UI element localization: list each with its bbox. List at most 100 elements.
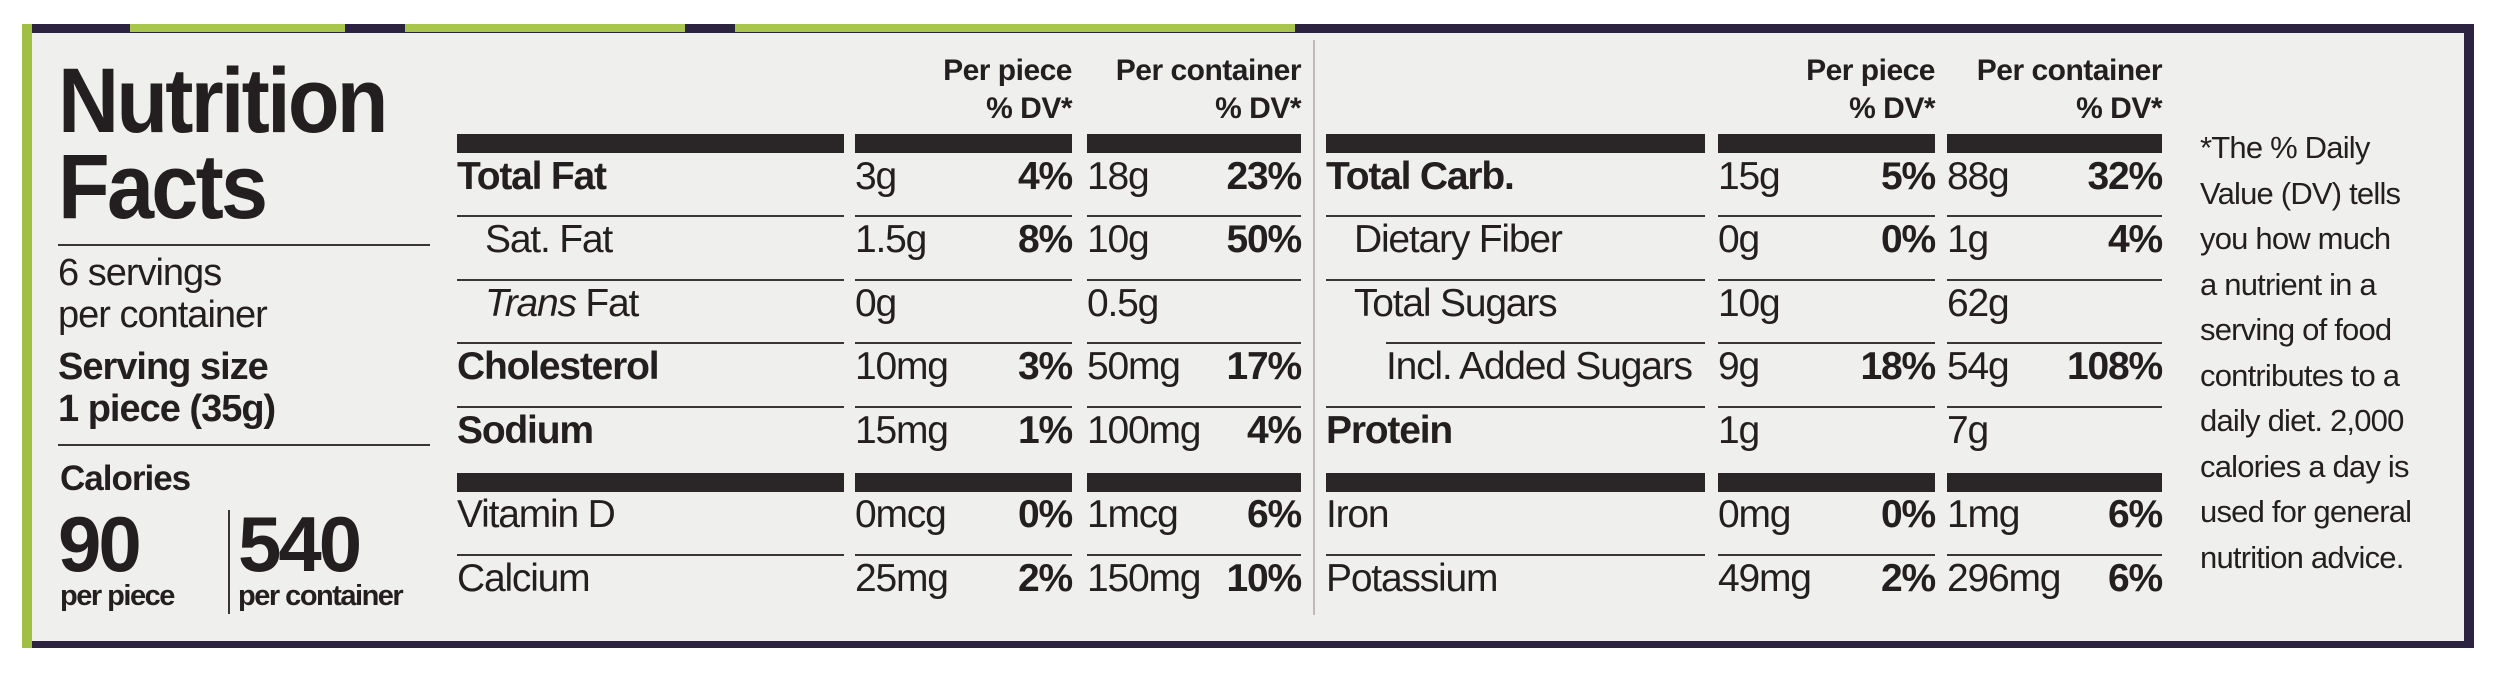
nutrient-name-rest: Fat	[575, 282, 639, 325]
package-green-edge	[22, 24, 32, 648]
divider	[58, 244, 430, 246]
footnote-line: contributes to a	[2200, 357, 2400, 393]
divider	[228, 510, 230, 614]
nutrient-name: Sat. Fat	[485, 218, 613, 261]
row-divider	[855, 342, 1072, 344]
row-divider	[1947, 342, 2162, 344]
row-divider	[1947, 279, 2162, 281]
per-piece-dv: 3%	[1018, 345, 1073, 388]
package-green-edge	[735, 24, 1295, 32]
row-divider	[855, 554, 1072, 556]
per-container-amount: 100mg	[1087, 409, 1201, 452]
per-piece-dv: 2%	[1881, 557, 1936, 600]
per-container-dv: 17%	[1226, 345, 1303, 388]
per-piece-dv: 2%	[1018, 557, 1073, 600]
row-divider	[1087, 215, 1301, 217]
per-piece-amount: 0g	[855, 282, 897, 325]
header-per-piece: Per piece	[1806, 54, 1935, 87]
nutrient-name: Potassium	[1326, 557, 1498, 600]
footnote-line: *The % Daily	[2200, 130, 2370, 165]
per-container-dv: 10%	[1226, 557, 1303, 600]
row-divider	[1718, 342, 1935, 344]
per-container-dv: 6%	[2108, 557, 2163, 600]
per-container-amount: 7g	[1947, 409, 1989, 452]
row-divider	[1326, 279, 1705, 281]
row-divider	[1947, 554, 2162, 556]
per-piece-amount: 0mcg	[855, 493, 947, 536]
nutrient-name: Total Sugars	[1354, 282, 1558, 325]
thick-divider-bar	[457, 134, 844, 153]
per-piece-amount: 0g	[1718, 218, 1760, 261]
nutrient-name: Calcium	[457, 557, 591, 600]
per-piece-amount: 9g	[1718, 345, 1760, 388]
per-container-dv: 4%	[1247, 409, 1302, 452]
servings-unit: per container	[58, 294, 268, 336]
row-divider	[1087, 406, 1301, 408]
nutrition-facts-title: Nutrition Facts	[58, 55, 388, 233]
thick-divider-bar	[855, 134, 1072, 153]
daily-value-footnote: *The % Daily Value (DV) tells you how much…	[2200, 125, 2412, 580]
per-piece-amount: 49mg	[1718, 557, 1812, 600]
per-piece-dv: 4%	[1018, 155, 1073, 198]
row-divider	[1947, 215, 2162, 217]
thick-divider-bar	[1718, 473, 1935, 492]
per-piece-dv: 0%	[1881, 218, 1936, 261]
per-container-amount: 88g	[1947, 155, 2010, 198]
per-piece-dv: 18%	[1860, 345, 1937, 388]
calories-per-piece-label: per piece	[60, 580, 175, 612]
per-container-amount: 10g	[1087, 218, 1150, 261]
header-per-piece-dv: % DV*	[986, 92, 1072, 125]
per-container-amount: 18g	[1087, 155, 1150, 198]
footnote-line: a nutrient in a	[2200, 266, 2377, 302]
thick-divider-bar	[1947, 134, 2162, 153]
per-piece-amount: 10mg	[855, 345, 949, 388]
thick-divider-bar	[1947, 473, 2162, 492]
row-divider	[1326, 554, 1705, 556]
per-container-amount: 62g	[1947, 282, 2010, 325]
row-divider	[855, 215, 1072, 217]
row-divider	[457, 406, 844, 408]
nutrient-name: Sodium	[457, 409, 594, 452]
per-container-dv: 108%	[2067, 345, 2163, 388]
row-divider	[855, 406, 1072, 408]
nutrient-name: Total Carb.	[1326, 155, 1515, 198]
per-container-dv: 50%	[1226, 218, 1303, 261]
per-piece-amount: 0mg	[1718, 493, 1791, 536]
per-container-amount: 296mg	[1947, 557, 2061, 600]
thick-divider-bar	[855, 473, 1072, 492]
per-container-amount: 1mcg	[1087, 493, 1179, 536]
per-piece-dv: 0%	[1881, 493, 1936, 536]
per-piece-amount: 15mg	[855, 409, 949, 452]
thick-divider-bar	[1087, 134, 1301, 153]
nutrient-name: Incl. Added Sugars	[1386, 345, 1693, 388]
nutrient-name: Trans Fat	[485, 282, 639, 326]
nutrient-name: Cholesterol	[457, 345, 660, 388]
per-container-amount: 54g	[1947, 345, 2010, 388]
per-container-amount: 1g	[1947, 218, 1989, 261]
nutrient-name: Protein	[1326, 409, 1453, 452]
calories-per-container: 540	[238, 500, 362, 588]
calories-per-container-label: per container	[238, 580, 404, 612]
row-divider	[855, 279, 1072, 281]
package-green-edge	[405, 24, 685, 32]
row-divider	[1718, 279, 1935, 281]
serving-size-label: Serving size	[58, 346, 269, 388]
nutrient-name-italic: Trans	[485, 282, 577, 325]
per-piece-dv: 8%	[1018, 218, 1073, 261]
row-divider	[1718, 554, 1935, 556]
per-container-amount: 1mg	[1947, 493, 2020, 536]
header-per-container: Per container	[1115, 54, 1302, 87]
per-piece-dv: 1%	[1018, 409, 1073, 452]
thick-divider-bar	[1326, 473, 1705, 492]
row-divider	[457, 554, 844, 556]
row-divider	[1087, 554, 1301, 556]
per-piece-dv: 5%	[1881, 155, 1936, 198]
per-piece-dv: 0%	[1018, 493, 1073, 536]
per-piece-amount: 15g	[1718, 155, 1781, 198]
row-divider	[1386, 342, 1705, 344]
row-divider	[1947, 406, 2162, 408]
per-container-amount: 50mg	[1087, 345, 1181, 388]
per-container-amount: 0.5g	[1087, 282, 1159, 325]
servings-count: 6 servings	[58, 252, 222, 294]
footnote-line: daily diet. 2,000	[2200, 403, 2404, 438]
